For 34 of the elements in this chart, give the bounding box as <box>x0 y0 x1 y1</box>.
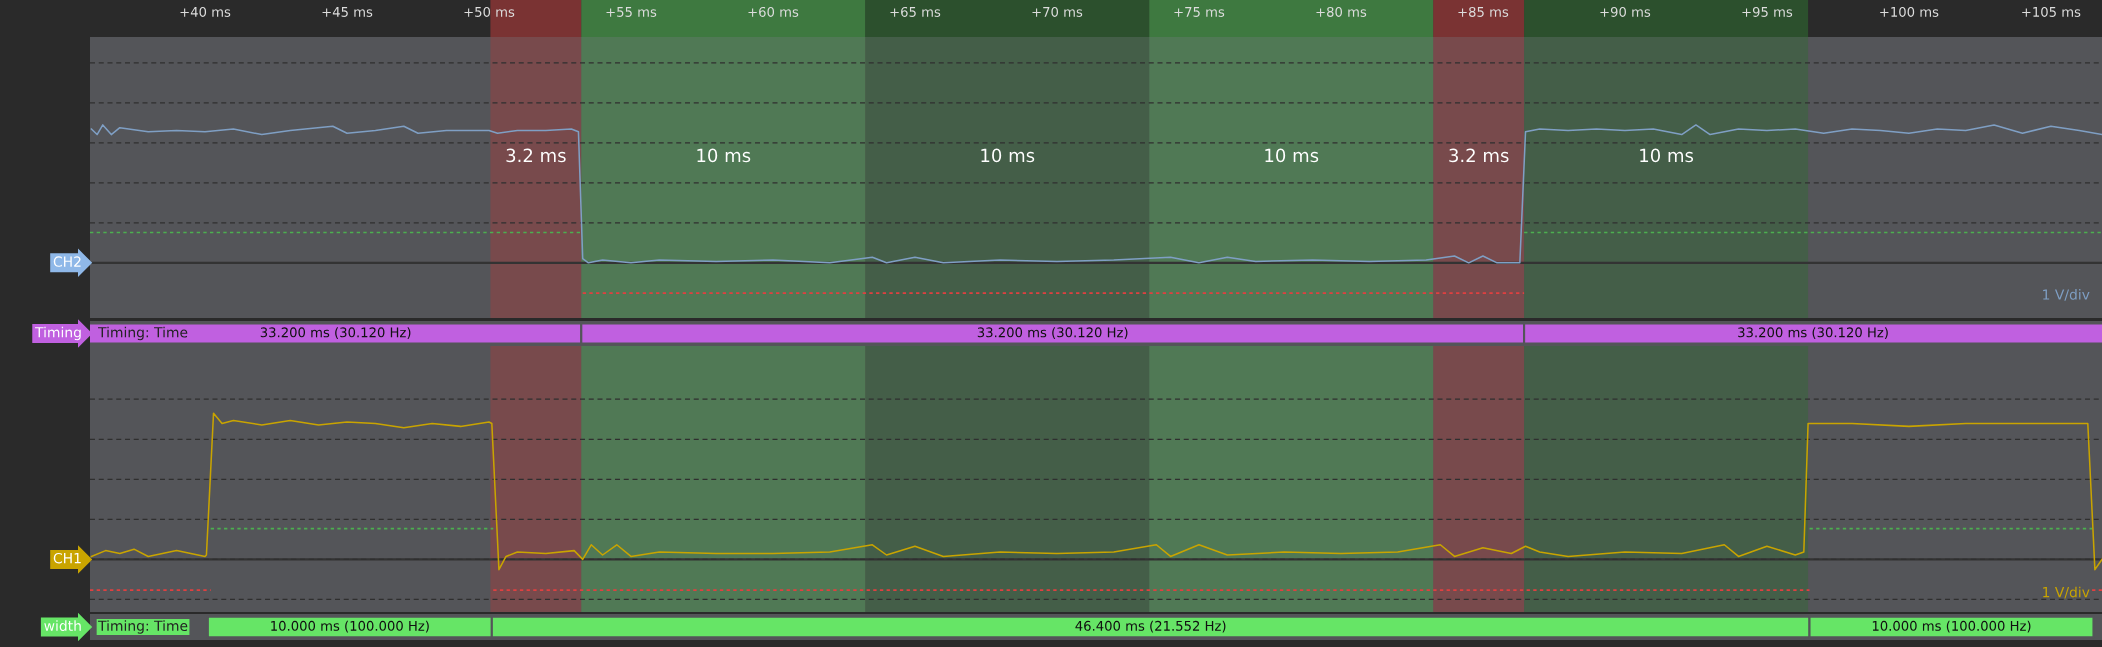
annotation: Timing: Time <box>98 326 188 341</box>
x-tick-label: +75 ms <box>1174 7 1225 17</box>
band-label: 3.2 ms <box>1449 148 1509 163</box>
band-label: 10 ms <box>697 148 751 163</box>
data-label: 33.200 ms (30.120 Hz) <box>260 327 411 339</box>
x-tick-label: +70 ms <box>1032 6 1083 17</box>
y-axis-title: CH1 <box>53 552 81 564</box>
x-tick-label: +60 ms <box>748 6 799 17</box>
data-label: 10.000 ms (100.000 Hz) <box>1872 620 2031 633</box>
x-tick-label: +55 ms <box>606 7 657 17</box>
data-label: 33.200 ms (30.120 Hz) <box>1738 327 1888 339</box>
x-tick-label: +50 ms <box>464 6 515 17</box>
x-tick-label: +90 ms <box>1600 6 1651 17</box>
x-tick-label: +100 ms <box>1880 6 1939 17</box>
data-label: 46.400 ms (21.552 Hz) <box>1075 620 1226 633</box>
x-tick-label: +65 ms <box>890 6 941 17</box>
x-tick-label: +45 ms <box>322 7 373 17</box>
band-label: 10 ms <box>1640 148 1694 163</box>
annotation: Timing: Time <box>98 620 188 634</box>
annotation: 1 V/div <box>2043 586 2090 599</box>
data-label: 33.200 ms (30.120 Hz) <box>977 327 1128 339</box>
y-tick-label: Timing <box>35 326 81 341</box>
x-tick-label: +40 ms <box>180 6 231 17</box>
band-label: 10 ms <box>1265 148 1319 163</box>
band-label: 3.2 ms <box>506 148 566 163</box>
y-tick-label: width <box>44 620 81 632</box>
annotation: 1 V/div <box>2043 289 2090 301</box>
y-axis-title: CH2 <box>53 256 81 267</box>
data-label: 10.000 ms (100.000 Hz) <box>271 620 429 633</box>
x-tick-label: +95 ms <box>1742 6 1793 17</box>
x-tick-label: +80 ms <box>1316 6 1367 17</box>
band-label: 10 ms <box>981 148 1035 163</box>
x-tick-label: +85 ms <box>1458 6 1509 17</box>
x-tick-label: +105 ms <box>2022 6 2081 17</box>
